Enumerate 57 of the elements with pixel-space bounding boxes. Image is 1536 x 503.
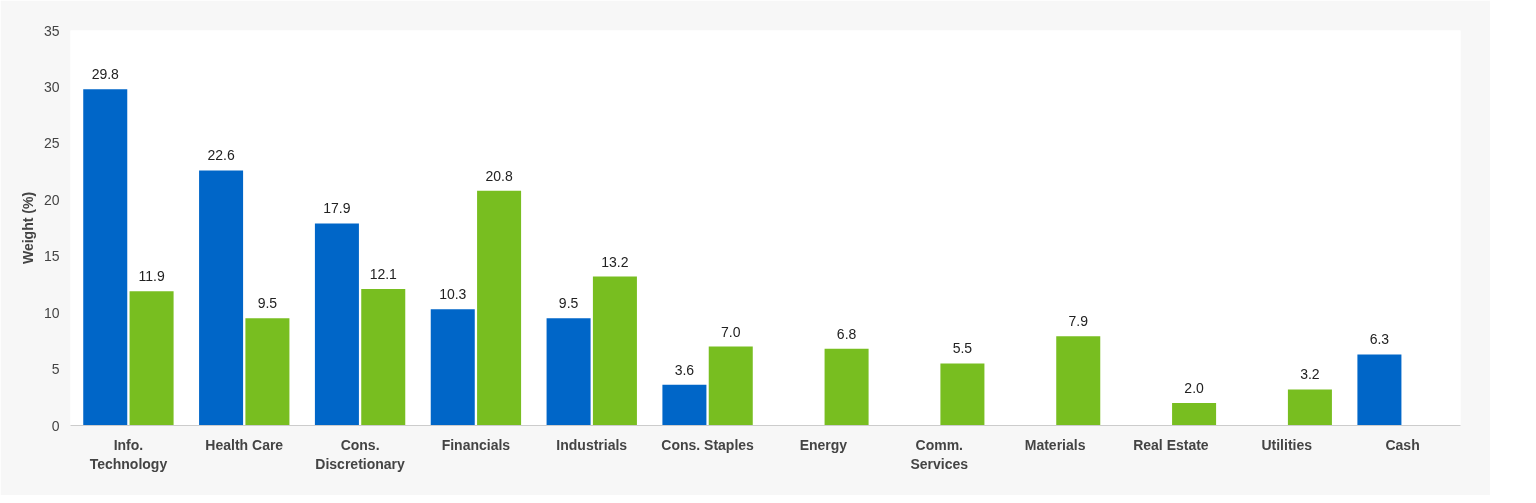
bar (83, 89, 128, 426)
y-tick-label: 35 (43, 22, 60, 39)
x-tick-label: Cons. Staples (661, 436, 755, 453)
bar (1357, 354, 1402, 426)
x-tick-label: Materials (1024, 436, 1086, 453)
x-tick-label: Industrials (556, 436, 628, 453)
data-label: 9.5 (558, 295, 579, 312)
y-tick-label: 30 (43, 78, 60, 95)
data-label: 29.8 (91, 66, 120, 83)
data-label: 9.5 (257, 295, 278, 312)
bar (592, 276, 637, 426)
x-tick-label: Energy (799, 436, 848, 453)
bar (1172, 402, 1217, 426)
data-label: 2.0 (1184, 379, 1205, 396)
bar (129, 291, 174, 426)
x-tick-label: Cons. Discretionary (315, 436, 406, 472)
bar (1287, 389, 1332, 426)
bar (662, 384, 707, 426)
data-label: 3.6 (674, 361, 695, 378)
bar (477, 190, 522, 426)
data-label: 3.2 (1300, 366, 1320, 383)
y-tick-label: 10 (43, 304, 60, 321)
y-tick-label: 0 (51, 417, 60, 434)
bar (940, 363, 985, 426)
y-tick-label: 15 (43, 248, 60, 265)
bar (708, 346, 753, 426)
data-label: 6.8 (836, 325, 857, 342)
x-tick-label: Real Estate (1133, 436, 1209, 453)
bar (430, 309, 475, 426)
bar (1056, 336, 1101, 426)
data-label: 11.9 (138, 268, 165, 285)
x-tick-label: Health Care (205, 436, 284, 453)
x-tick-label: Utilities (1261, 436, 1313, 453)
bar (546, 318, 591, 426)
data-label: 6.3 (1369, 331, 1390, 348)
data-label: 10.3 (439, 286, 467, 303)
bar (245, 318, 290, 426)
bar (314, 223, 359, 426)
data-label: 7.9 (1068, 313, 1089, 330)
data-label: 20.8 (485, 167, 513, 184)
x-tick-label: Financials (441, 436, 511, 453)
x-tick-label: Comm. Services (910, 436, 969, 472)
y-tick-label: 20 (43, 191, 60, 208)
y-tick-label: 5 (51, 361, 60, 378)
x-tick-label: Info. Technology (89, 436, 168, 472)
data-label: 13.2 (601, 253, 629, 270)
y-axis-title: Weight (%) (19, 191, 36, 265)
data-label: 12.1 (369, 265, 398, 282)
bar (361, 288, 406, 426)
data-label: 5.5 (952, 340, 973, 357)
bar (199, 170, 244, 426)
x-tick-label: Cash (1385, 436, 1420, 453)
y-tick-label: 25 (43, 135, 60, 152)
data-label: 17.9 (323, 200, 351, 217)
bar (824, 348, 869, 426)
data-label: 22.6 (207, 147, 235, 164)
data-label: 7.0 (721, 323, 741, 340)
